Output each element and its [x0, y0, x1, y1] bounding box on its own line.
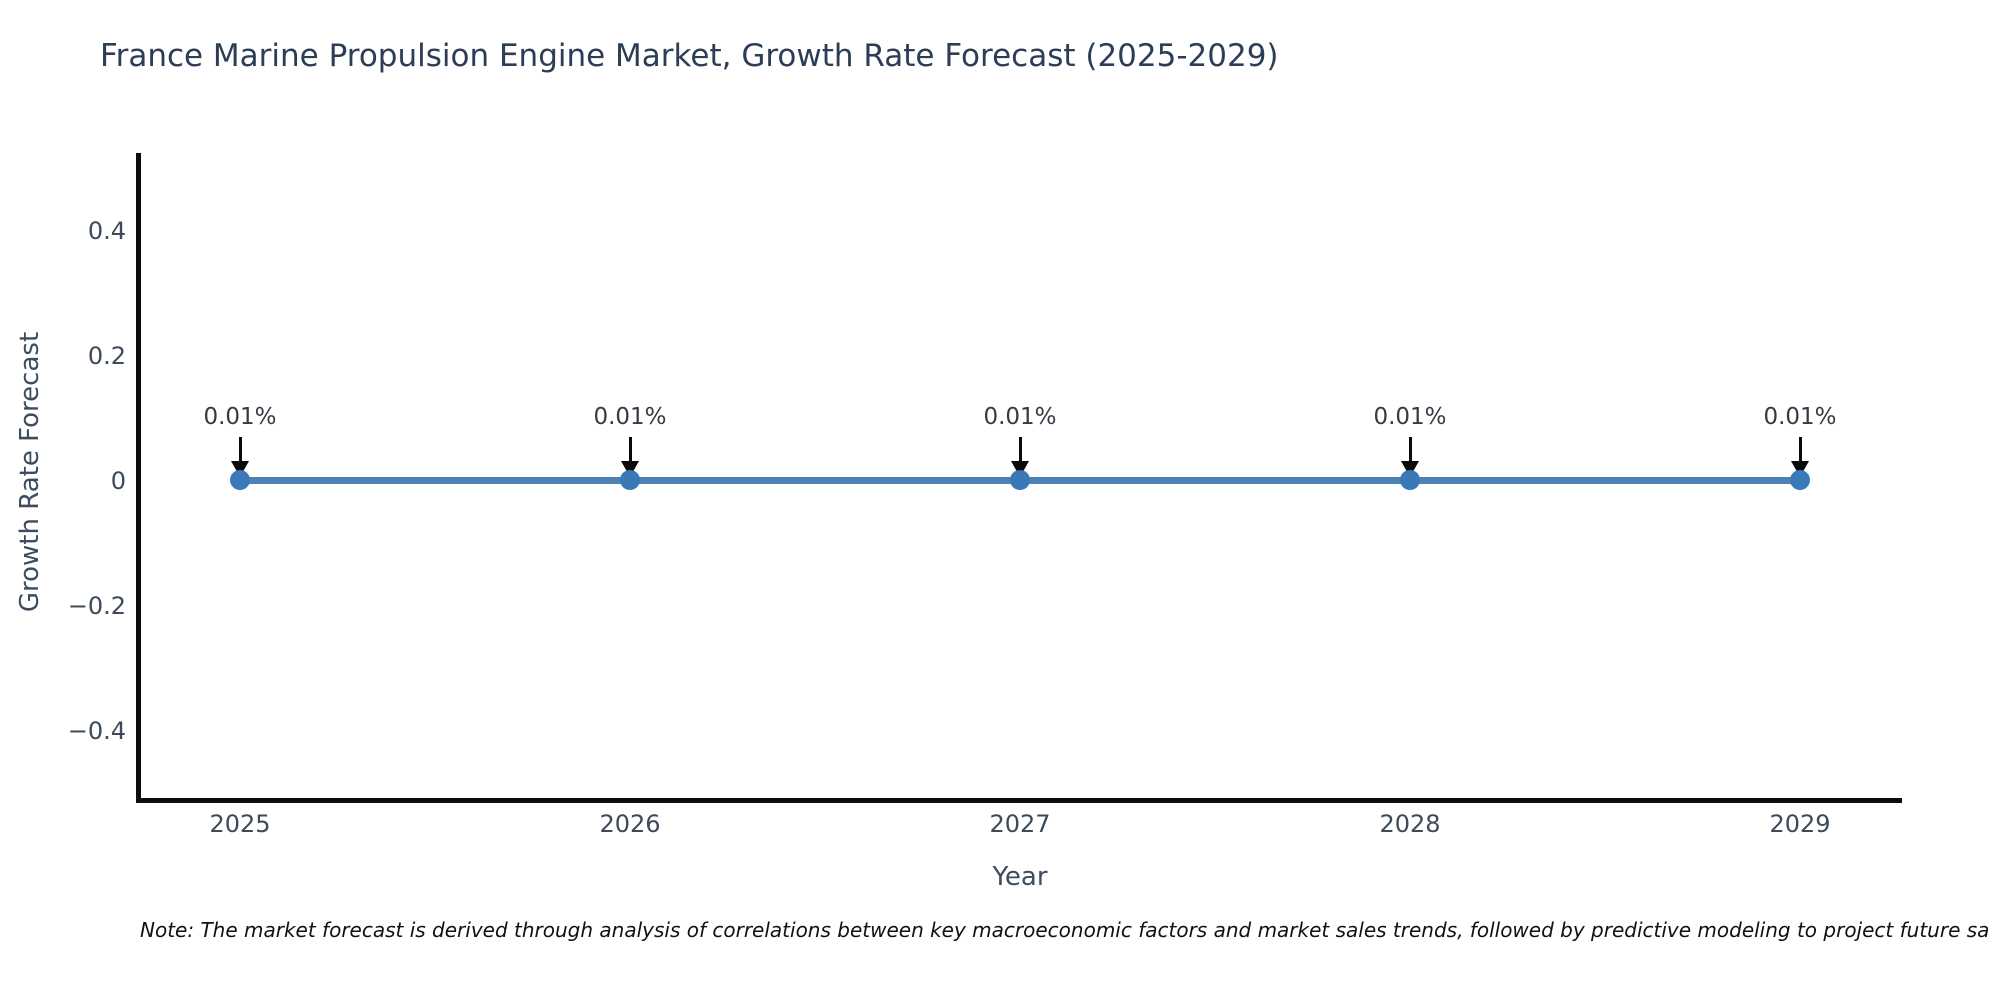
footnote: Note: The market forecast is derived thr… [140, 918, 1990, 942]
x-tick-label: 2029 [1769, 810, 1831, 838]
data-point-marker [1400, 470, 1420, 490]
y-tick-label: −0.2 [67, 592, 126, 620]
data-point-label: 0.01% [1373, 404, 1447, 430]
x-tick-label: 2025 [209, 810, 271, 838]
data-point-label: 0.01% [593, 404, 667, 430]
annotation-arrow-shaft [1408, 437, 1412, 463]
data-point-marker [1790, 470, 1810, 490]
y-tick-label: 0.4 [87, 217, 126, 245]
data-point-marker [620, 470, 640, 490]
chart-title: France Marine Propulsion Engine Market, … [100, 38, 1279, 74]
x-axis-line [136, 798, 1902, 803]
x-tick-label: 2027 [989, 810, 1051, 838]
y-axis-line [136, 153, 141, 803]
data-point-label: 0.01% [203, 404, 277, 430]
y-tick-label: 0.2 [87, 342, 126, 370]
annotation-arrow-shaft [628, 437, 632, 463]
x-axis-title: Year [992, 862, 1048, 892]
y-tick-label: 0 [110, 467, 126, 495]
annotation-arrow-shaft [1798, 437, 1802, 463]
data-point-marker [230, 470, 250, 490]
x-tick-label: 2026 [599, 810, 661, 838]
x-tick-label: 2028 [1379, 810, 1441, 838]
data-point-marker [1010, 470, 1030, 490]
y-tick-label: −0.4 [67, 717, 126, 745]
data-point-label: 0.01% [1763, 404, 1837, 430]
annotation-arrow-shaft [238, 437, 242, 463]
annotation-arrow-shaft [1018, 437, 1022, 463]
data-point-label: 0.01% [983, 404, 1057, 430]
